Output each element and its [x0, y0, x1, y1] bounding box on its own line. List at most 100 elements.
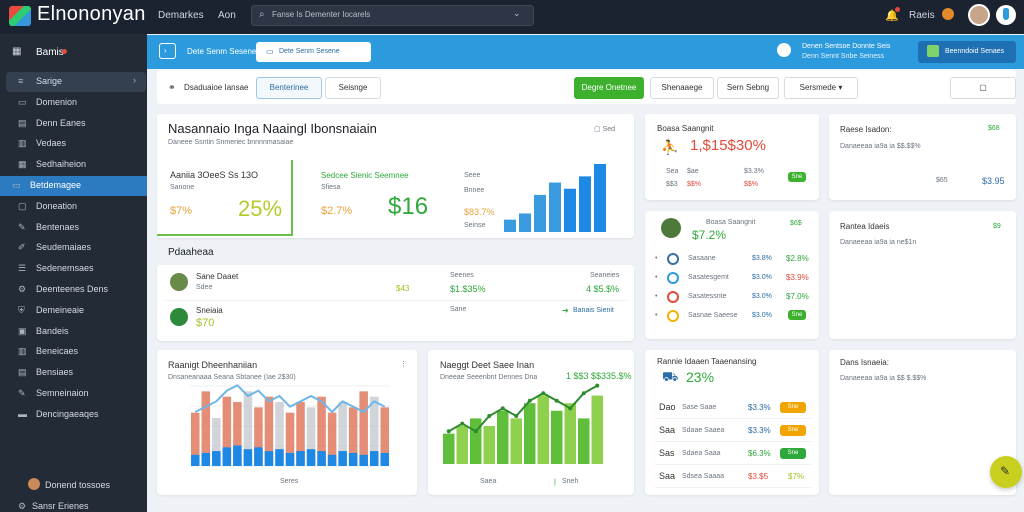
- chart-a-bar: [212, 418, 221, 466]
- purchase-avatar-1[interactable]: [170, 273, 188, 291]
- chart-b-bar: [483, 426, 495, 464]
- purchase-2-mid-top: Sane: [450, 306, 467, 313]
- purchase-avatar-2[interactable]: [170, 308, 188, 326]
- stat-1-title: Boasa Saangnit: [657, 124, 714, 133]
- sidebar-item-domenion[interactable]: ▭ Domenion: [6, 93, 146, 113]
- chart-a-bar: [380, 407, 389, 466]
- stat-3-avatar[interactable]: [661, 218, 681, 238]
- primary-button[interactable]: Degre Onetnee: [574, 77, 644, 99]
- stat-1-r2b: $$%: [687, 181, 702, 188]
- banner-info-line2: Denn Sennt Snbe Seiness: [802, 53, 885, 60]
- sidebar-item-sedhaiheion[interactable]: ▦ Sedhaiheion: [6, 155, 146, 175]
- top-link-demarkes[interactable]: Demarkes: [158, 10, 204, 21]
- chart-a-base-bar: [369, 451, 379, 466]
- purchase-2-amount: $70: [196, 317, 215, 329]
- sidebar-item-betdemagee[interactable]: ▭ Betdemagee: [0, 176, 147, 196]
- stat-5-row-label: Sdaae Saaea: [682, 427, 725, 434]
- chart-b-point: [487, 414, 492, 418]
- sidebar-item-deenteenes-dens[interactable]: ⚙ Deenteenes Dens: [6, 280, 146, 300]
- chart-b-point: [473, 429, 478, 434]
- divider: [655, 487, 811, 488]
- sidebar-user-name[interactable]: Donend tossoes: [45, 480, 111, 490]
- chart-b-bar: [591, 395, 603, 464]
- gear-icon: ⚙: [18, 284, 27, 294]
- stat-5-row-badge[interactable]: Sne: [780, 448, 806, 459]
- purchase-1-mid-top: Seenes: [450, 272, 474, 279]
- chart-a-bar: [243, 391, 253, 466]
- chart-a-bar: [233, 402, 242, 466]
- stat-1-r2c: $$%: [744, 181, 759, 188]
- stat-2-value-2: $3.95: [982, 176, 1005, 186]
- app-brand[interactable]: Elnononyan: [37, 3, 146, 25]
- kpi-2-label: Sedcee Sienic Seemnee: [321, 171, 409, 180]
- app-logo[interactable]: [9, 6, 31, 26]
- notification-icon[interactable]: 🔔: [885, 10, 899, 22]
- sidebar-item-dencingaeaqes[interactable]: ▬ Dencingaeaqes: [6, 405, 146, 425]
- sidebar-item-doneation[interactable]: ▢ Doneation: [6, 197, 146, 217]
- toolbar-icon-button[interactable]: ▢: [950, 77, 1016, 99]
- banner-action-button[interactable]: [256, 42, 371, 62]
- chart-a-bar: [222, 396, 232, 466]
- stat-1-badge[interactable]: Sne: [788, 172, 806, 182]
- chart-a-menu-icon[interactable]: ⋮: [400, 361, 407, 368]
- chart-b-bar: [456, 426, 468, 464]
- overview-tag[interactable]: ▢ Sed: [594, 125, 615, 133]
- chart-a-base-bar: [275, 449, 284, 466]
- chart-b-bar: [470, 418, 482, 464]
- apps-grid-icon[interactable]: ▦: [12, 46, 22, 57]
- banner-action-label: Dete Senm Sesene: [279, 48, 340, 55]
- stat-5-title: Rannie Idaaen Taaenansing: [657, 357, 757, 366]
- purchase-2-right[interactable]: Banais Sienit: [573, 307, 614, 314]
- stat-3-row-label: Sasatessnte: [688, 293, 727, 300]
- stat-5-row-badge[interactable]: Sne: [780, 425, 806, 436]
- row-status-icon: [667, 272, 679, 284]
- toolbar-link-label[interactable]: Dsaduaioe Iansae: [184, 83, 249, 92]
- chart-b-point: [446, 429, 451, 434]
- stat-5-row-value: $3.3%: [748, 426, 771, 435]
- top-link-aon[interactable]: Aon: [218, 10, 236, 21]
- purchase-1-right: 4 $5.$%: [586, 284, 620, 294]
- sidebar-item-vedaes[interactable]: ▥ Vedaes: [6, 134, 146, 154]
- user-menu-label[interactable]: Raeis: [909, 10, 935, 21]
- sidebar-item-sarige[interactable]: ≡ Sarige ›: [6, 72, 146, 92]
- toolbar-button-1[interactable]: Shenaaege: [650, 77, 714, 99]
- tab-benterinee[interactable]: Benterinee: [256, 77, 322, 99]
- tab-seisnge[interactable]: Seisnge: [325, 77, 381, 99]
- sidebar-item-label: Seudemaiaes: [36, 242, 92, 253]
- link-icon[interactable]: ⚭: [168, 82, 176, 92]
- chart-a-base-bar: [201, 452, 211, 466]
- status-icon[interactable]: [942, 8, 954, 20]
- chart-b-bar: [551, 410, 563, 464]
- user-avatar[interactable]: [968, 4, 990, 26]
- banner-right-button[interactable]: [918, 41, 1016, 63]
- chevron-down-icon[interactable]: ⌄: [513, 8, 521, 18]
- edit-icon: ✐: [18, 242, 26, 253]
- chart-b-point: [514, 414, 519, 418]
- sidebar-item-denn-eanes[interactable]: ▤ Denn Eanes: [6, 114, 146, 134]
- toolbar-button-2[interactable]: Sern Sebng: [717, 77, 779, 99]
- chart-b-point: [460, 421, 465, 426]
- sidebar-item-bandeis[interactable]: ▣ Bandeis: [6, 322, 146, 342]
- chart-a-base-bar: [327, 454, 337, 466]
- search-input[interactable]: [251, 5, 534, 26]
- sidebar-item-demeineaie[interactable]: ⛨ Demeineaie: [6, 301, 146, 321]
- kpi-3-line-2: Bnnee: [464, 187, 485, 194]
- sidebar-item-semneinaion[interactable]: ✎ Semneinaion: [6, 384, 146, 404]
- sidebar-item-beneicaes[interactable]: ▥ Beneicaes: [6, 342, 146, 362]
- sidebar-item-bentenaes[interactable]: ✎ Bentenaes: [6, 218, 146, 238]
- sidebar-item-seudemaiaes[interactable]: ✐ Seudemaiaes: [6, 238, 146, 258]
- sidebar-footer-link[interactable]: Sansr Erienes: [32, 501, 89, 511]
- kpi-2-sub: Sfiesa: [321, 184, 341, 191]
- chart-a-bar: [317, 396, 326, 466]
- sidebar-item-sedenemsaes[interactable]: ☰ Sedenemsaes: [6, 259, 146, 279]
- chart-a-plot: [190, 384, 390, 467]
- sidebar-user-avatar[interactable]: [28, 478, 40, 490]
- sidebar-item-label: Betdemagee: [30, 180, 82, 190]
- toolbar-dropdown[interactable]: Sersmede ▾: [784, 77, 858, 99]
- banner-toggle-button[interactable]: [159, 43, 176, 59]
- kpi-2-value: $2.7%: [321, 205, 353, 217]
- stat-3-row-badge[interactable]: Sne: [788, 310, 806, 320]
- stat-5-row-badge[interactable]: Sne: [780, 402, 806, 413]
- floating-action-button[interactable]: [990, 456, 1022, 488]
- sidebar-item-bensiaes[interactable]: ▤ Bensiaes: [6, 363, 146, 383]
